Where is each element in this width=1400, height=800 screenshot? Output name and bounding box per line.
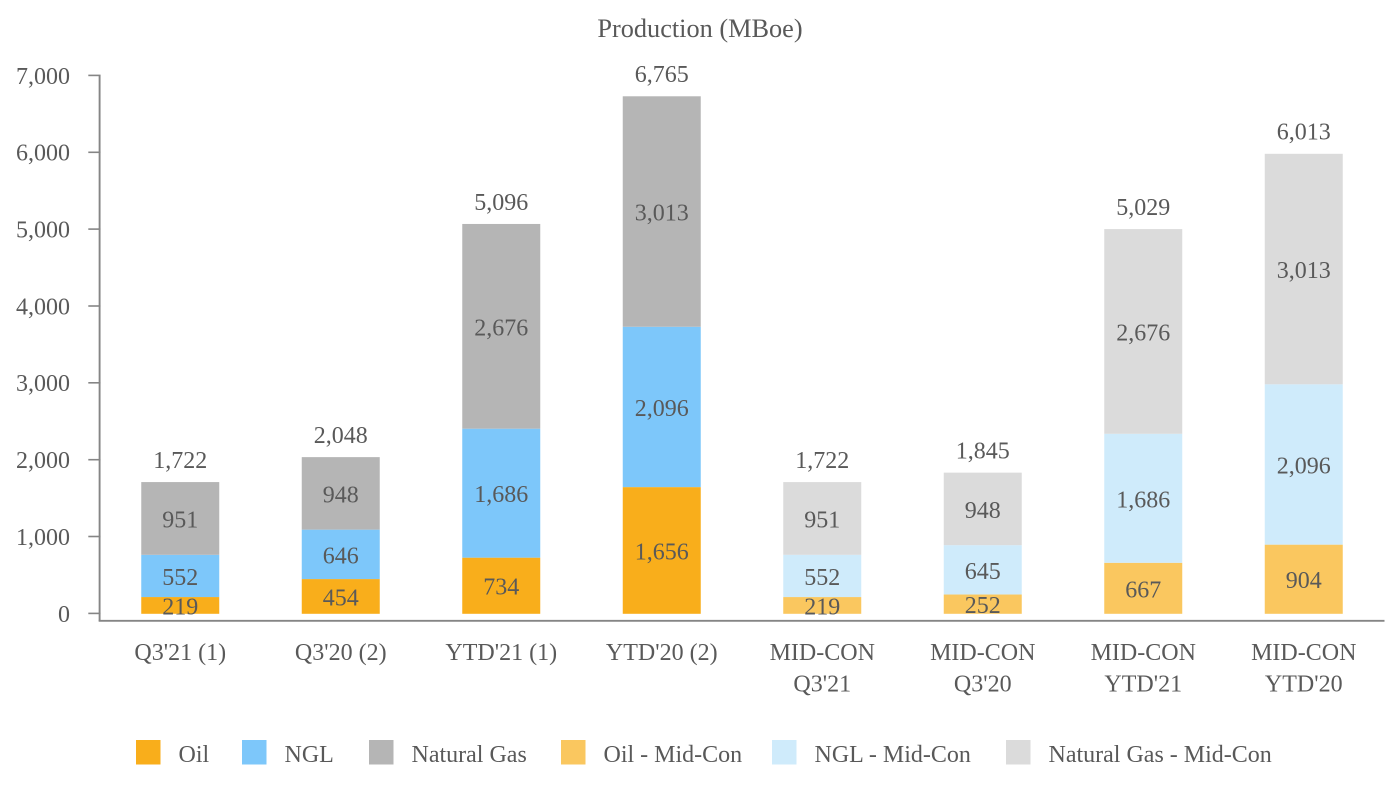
svg-text:219: 219 <box>804 594 840 620</box>
svg-text:667: 667 <box>1125 577 1161 603</box>
svg-text:552: 552 <box>804 565 840 591</box>
svg-text:3,013: 3,013 <box>635 201 689 227</box>
svg-text:2,676: 2,676 <box>474 315 528 341</box>
svg-text:Natural Gas - Mid-Con: Natural Gas - Mid-Con <box>1049 742 1272 768</box>
svg-text:3,000: 3,000 <box>16 371 70 397</box>
svg-text:5,029: 5,029 <box>1116 195 1170 221</box>
svg-text:252: 252 <box>965 593 1001 619</box>
svg-text:1,656: 1,656 <box>635 540 689 566</box>
svg-text:Oil: Oil <box>179 742 210 768</box>
svg-text:1,686: 1,686 <box>474 482 528 508</box>
svg-text:MID-CON: MID-CON <box>770 640 875 666</box>
svg-text:Q3'20 (2): Q3'20 (2) <box>295 640 387 666</box>
svg-text:1,722: 1,722 <box>153 448 207 474</box>
svg-text:YTD'20 (2): YTD'20 (2) <box>606 640 718 666</box>
svg-text:1,000: 1,000 <box>16 525 70 551</box>
svg-text:Q3'21 (1): Q3'21 (1) <box>134 640 226 666</box>
svg-text:Production (MBoe): Production (MBoe) <box>597 14 802 43</box>
svg-text:MID-CON: MID-CON <box>1091 640 1196 666</box>
svg-text:1,722: 1,722 <box>795 448 849 474</box>
svg-text:YTD'21 (1): YTD'21 (1) <box>445 640 557 666</box>
svg-text:1,686: 1,686 <box>1116 487 1170 513</box>
svg-text:0: 0 <box>58 602 70 628</box>
svg-text:5,096: 5,096 <box>474 190 528 216</box>
svg-text:Oil - Mid-Con: Oil - Mid-Con <box>604 742 743 768</box>
svg-text:MID-CON: MID-CON <box>930 640 1035 666</box>
svg-text:YTD'21: YTD'21 <box>1104 672 1182 698</box>
svg-text:948: 948 <box>965 498 1001 524</box>
svg-text:734: 734 <box>483 575 519 601</box>
svg-text:4,000: 4,000 <box>16 294 70 320</box>
svg-text:5,000: 5,000 <box>16 218 70 244</box>
svg-text:Q3'21: Q3'21 <box>793 672 851 698</box>
svg-text:YTD'20: YTD'20 <box>1265 672 1343 698</box>
svg-text:951: 951 <box>162 507 198 533</box>
svg-text:MID-CON: MID-CON <box>1251 640 1356 666</box>
svg-text:645: 645 <box>965 559 1001 585</box>
svg-text:2,096: 2,096 <box>1277 454 1331 480</box>
svg-text:454: 454 <box>323 585 359 611</box>
svg-text:NGL - Mid-Con: NGL - Mid-Con <box>815 742 971 768</box>
svg-text:2,096: 2,096 <box>635 396 689 422</box>
svg-text:3,013: 3,013 <box>1277 258 1331 284</box>
svg-text:6,013: 6,013 <box>1277 120 1331 146</box>
svg-text:2,000: 2,000 <box>16 448 70 474</box>
svg-text:Q3'20: Q3'20 <box>954 672 1012 698</box>
svg-text:948: 948 <box>323 482 359 508</box>
svg-text:NGL: NGL <box>285 742 334 768</box>
svg-text:2,676: 2,676 <box>1116 320 1170 346</box>
svg-text:951: 951 <box>804 507 840 533</box>
svg-text:1,845: 1,845 <box>956 439 1010 465</box>
svg-text:904: 904 <box>1286 568 1322 594</box>
svg-text:552: 552 <box>162 565 198 591</box>
svg-text:646: 646 <box>323 543 359 569</box>
svg-text:6,765: 6,765 <box>635 62 689 88</box>
svg-text:Natural Gas: Natural Gas <box>412 742 527 768</box>
svg-text:6,000: 6,000 <box>16 141 70 167</box>
svg-text:2,048: 2,048 <box>314 423 368 449</box>
svg-text:219: 219 <box>162 594 198 620</box>
svg-text:7,000: 7,000 <box>16 64 70 90</box>
